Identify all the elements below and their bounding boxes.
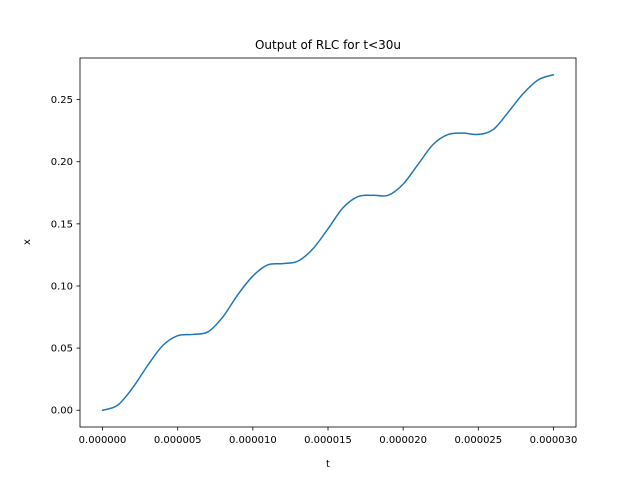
x-tick-label: 0.000005 <box>154 435 202 446</box>
y-tick-label: 0.00 <box>51 406 73 417</box>
series-line <box>101 74 555 411</box>
x-tick-label: 0.000030 <box>530 435 578 446</box>
y-tick-label: 0.25 <box>51 95 73 106</box>
x-tick-label: 0.000015 <box>304 435 352 446</box>
x-axis-label: t <box>326 459 330 470</box>
x-tick-label: 0.000020 <box>379 435 427 446</box>
y-tick-label: 0.15 <box>51 219 73 230</box>
x-tick-label: 0.000010 <box>229 435 277 446</box>
y-axis-ticks: 0.00 0.05 0.10 0.15 0.20 0.25 <box>51 95 80 417</box>
plot-frame <box>79 57 577 428</box>
y-tick-label: 0.20 <box>51 157 73 168</box>
chart-title: Output of RLC for t<30u <box>255 38 401 52</box>
y-axis-label: x <box>22 239 33 245</box>
x-tick-label: 0.000025 <box>454 435 502 446</box>
y-tick-label: 0.05 <box>51 344 73 355</box>
y-tick-label: 0.10 <box>51 281 73 292</box>
plot-background <box>80 58 576 427</box>
x-tick-label: 0.000000 <box>79 435 127 446</box>
x-axis-ticks: 0.000000 0.000005 0.000010 0.000015 0.000020… <box>79 427 578 446</box>
